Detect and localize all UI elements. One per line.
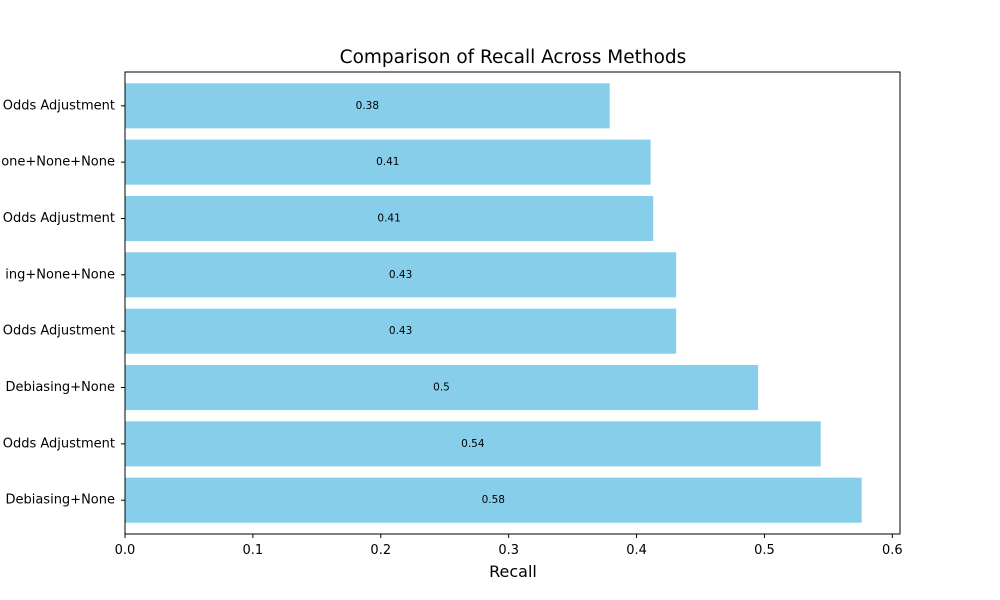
y-tick-label-5: Debiasing+None	[5, 380, 115, 395]
y-tick-label-0: Odds Adjustment	[3, 98, 115, 113]
x-tick-label-2: 0.2	[370, 543, 391, 558]
y-tick-label-1: one+None+None	[1, 155, 115, 170]
bar-5	[125, 364, 759, 411]
bars-layer	[125, 83, 862, 523]
x-axis-title: Recall	[489, 562, 537, 581]
y-axis: Odds Adjustment one+None+None Odds Adjustm…	[1, 98, 125, 508]
bar-0	[125, 83, 610, 129]
y-tick-label-2: Odds Adjustment	[3, 211, 115, 226]
x-tick-label-4: 0.4	[626, 543, 647, 558]
data-label-6: 0.54	[461, 438, 485, 450]
y-tick-label-4: Odds Adjustment	[3, 324, 115, 339]
data-labels-layer: 0.38 0.41 0.41 0.43 0.43 0.5 0.54 0.58	[356, 100, 505, 506]
bar-7	[125, 477, 862, 523]
bar-2	[125, 195, 654, 242]
bar-1	[125, 139, 651, 185]
bar-6	[125, 421, 821, 467]
x-axis: 0.0 0.1 0.2 0.3 0.4 0.5 0.6	[115, 534, 903, 558]
chart-title: Comparison of Recall Across Methods	[340, 47, 687, 68]
x-tick-label-0: 0.0	[115, 543, 136, 558]
y-tick-label-3: ing+None+None	[5, 267, 115, 282]
y-tick-label-7: Debiasing+None	[5, 493, 115, 508]
bar-4	[125, 308, 677, 354]
x-tick-label-1: 0.1	[243, 543, 264, 558]
x-tick-label-3: 0.3	[498, 543, 519, 558]
x-tick-label-5: 0.5	[754, 543, 775, 558]
y-tick-label-6: Odds Adjustment	[3, 436, 115, 451]
data-label-0: 0.38	[356, 100, 379, 112]
x-tick-label-6: 0.6	[882, 543, 903, 558]
data-label-3: 0.43	[389, 269, 412, 281]
data-label-4: 0.43	[389, 325, 412, 337]
bar-3	[125, 252, 677, 298]
data-label-7: 0.58	[482, 494, 505, 506]
plot-area-frame	[124, 71, 901, 535]
data-label-5: 0.5	[433, 382, 450, 394]
data-label-1: 0.41	[376, 156, 399, 168]
data-label-2: 0.41	[377, 212, 400, 224]
